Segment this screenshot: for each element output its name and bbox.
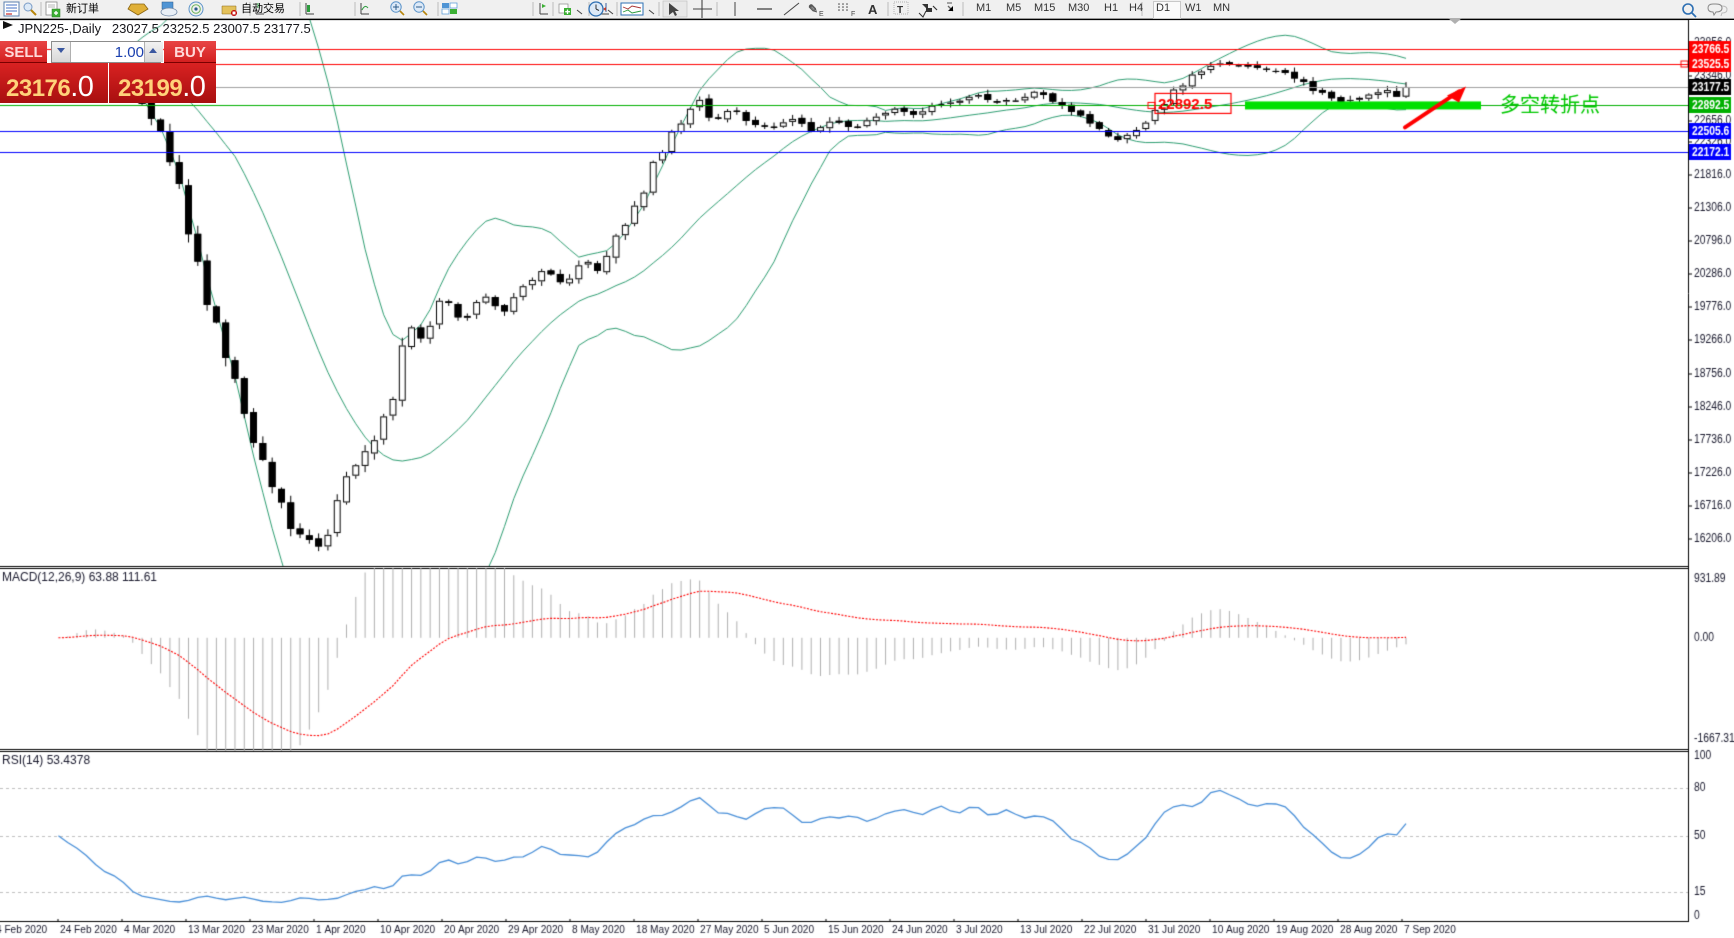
svg-text:E: E	[819, 11, 824, 18]
svg-text:新订単: 新订単	[66, 1, 99, 15]
svg-text:✎: ✎	[808, 2, 818, 16]
svg-text:自动交易: 自动交易	[241, 1, 285, 15]
svg-text:T: T	[897, 5, 903, 16]
svg-text:A: A	[868, 2, 878, 17]
svg-text:F: F	[851, 11, 855, 18]
